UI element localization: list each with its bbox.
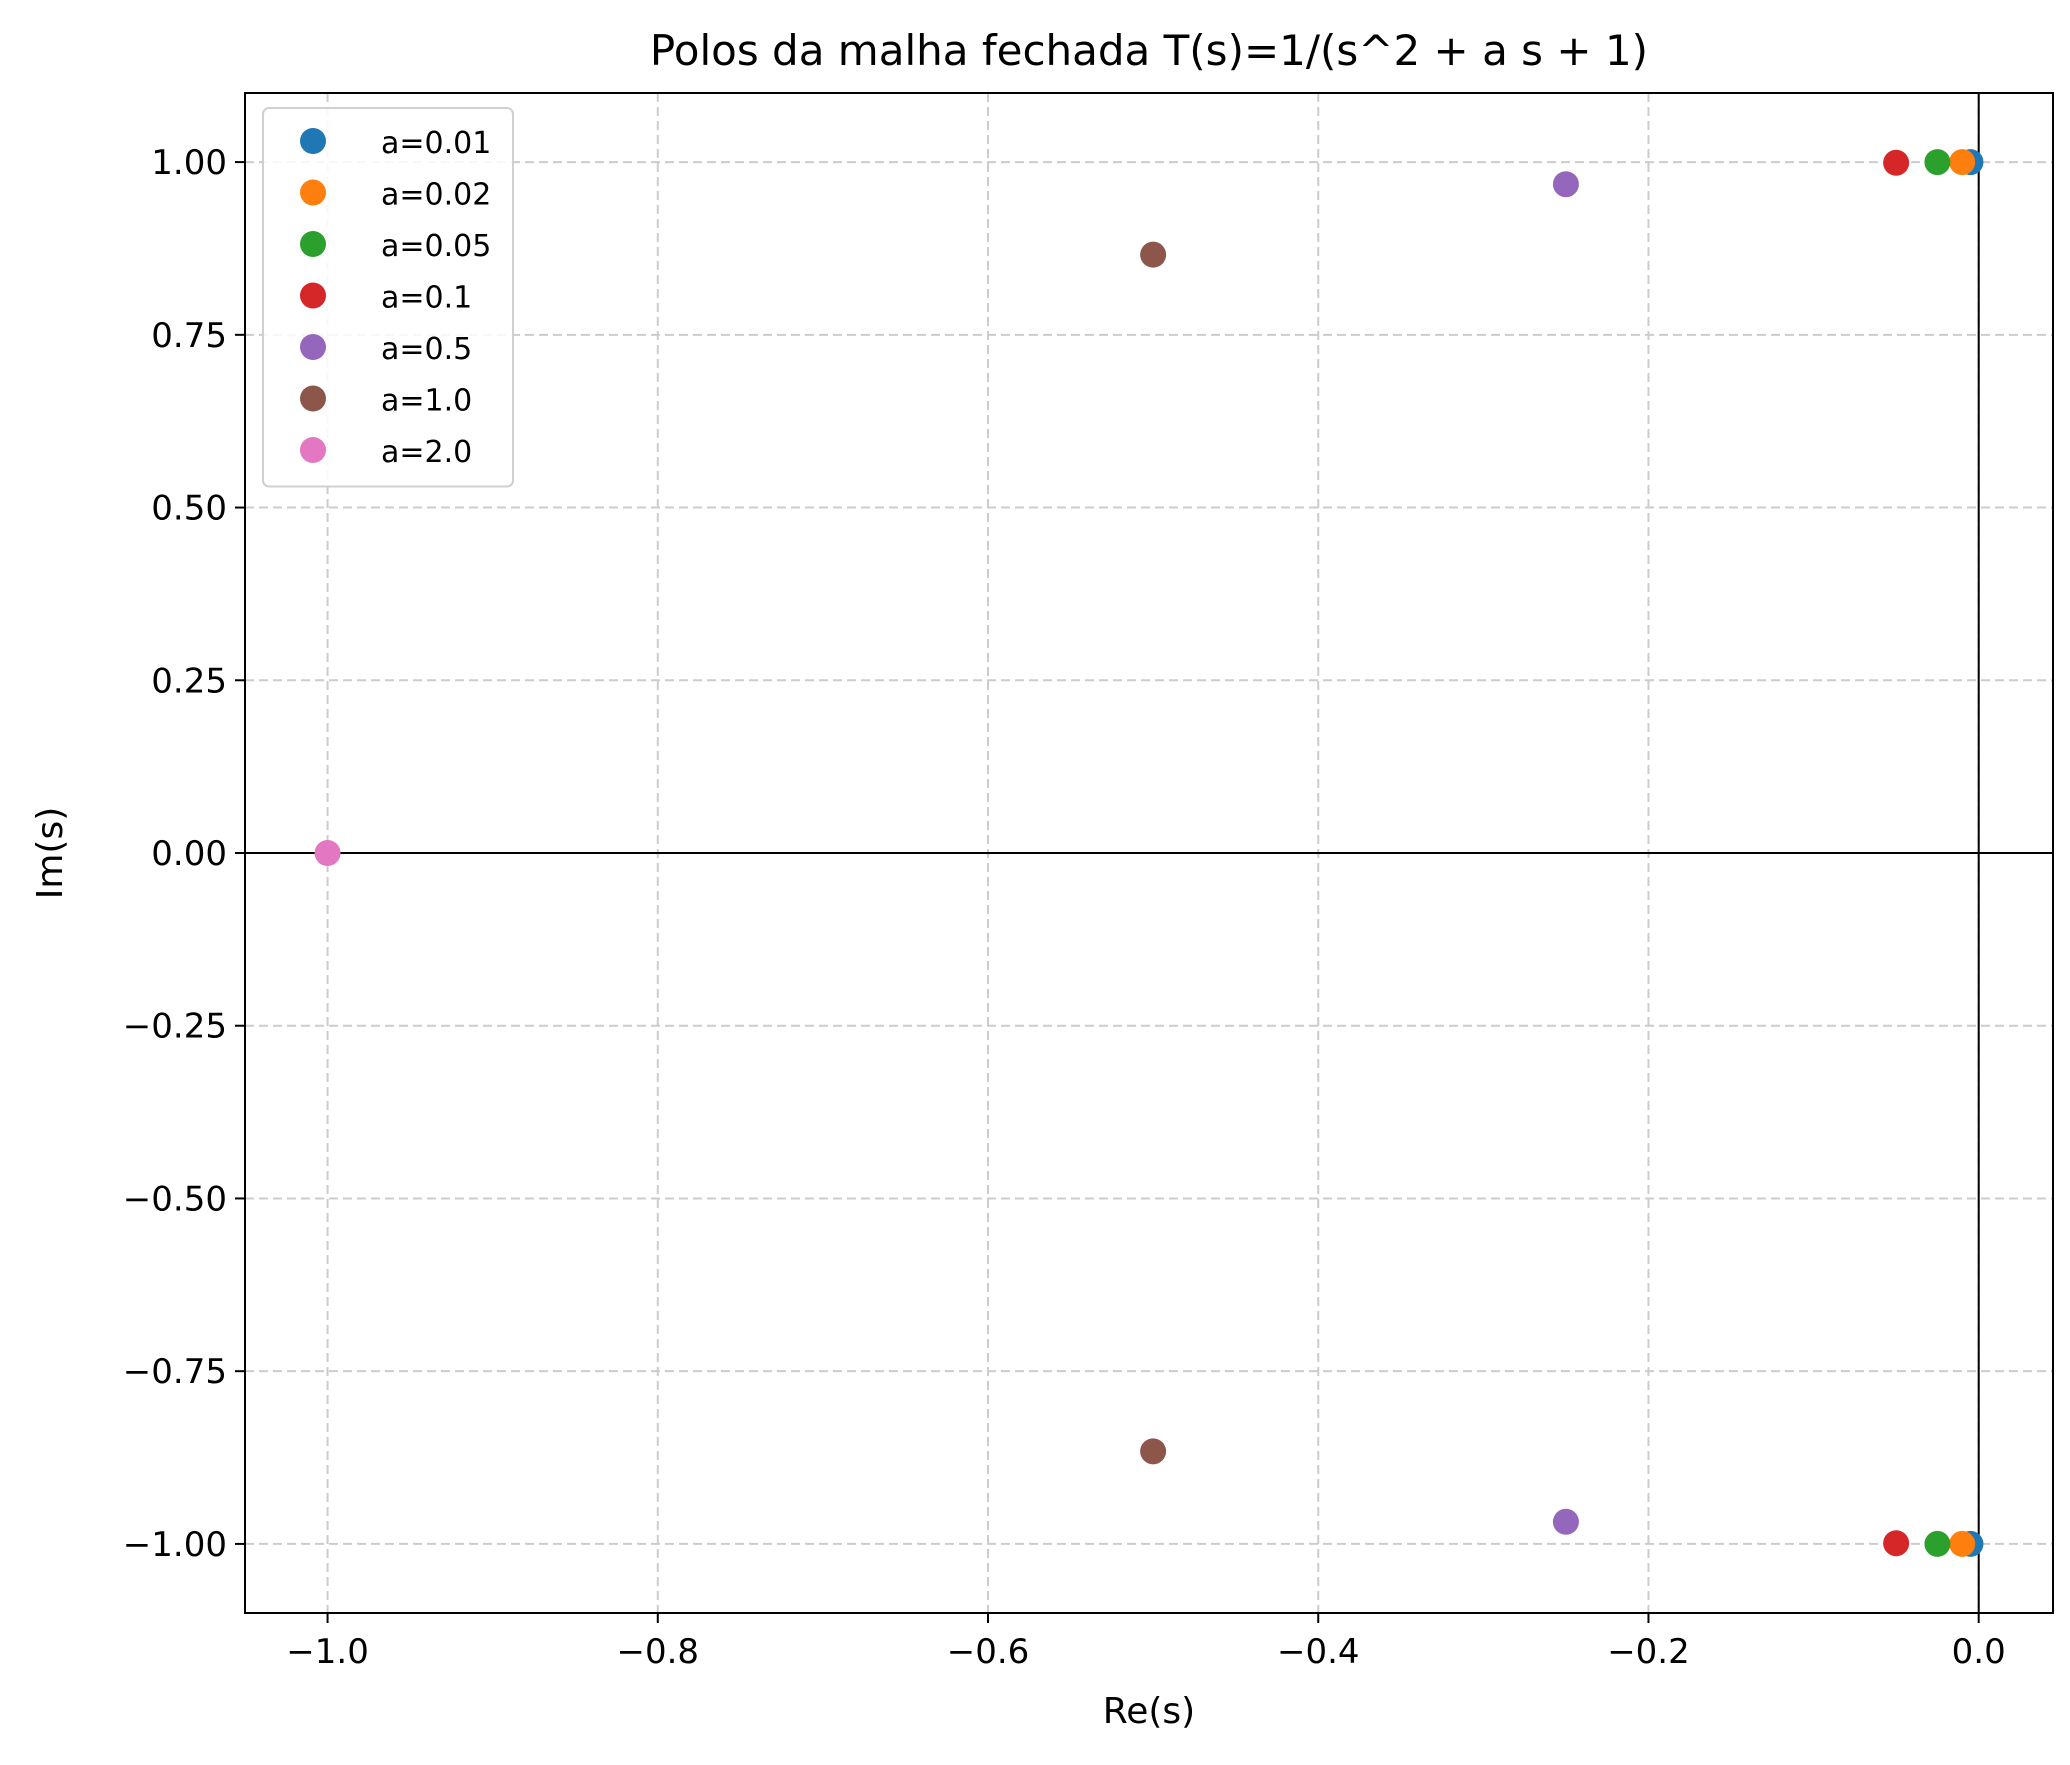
legend-marker xyxy=(300,437,326,463)
legend-entry-label: a=1.0 xyxy=(381,384,472,419)
y-tick-label: 0.25 xyxy=(151,661,227,701)
x-tick-label: −0.4 xyxy=(1277,1632,1360,1672)
x-axis-ticks: −1.0 −0.8 −0.6 −0.4 −0.2 0.0 xyxy=(286,1613,2006,1672)
y-tick-label: 0.50 xyxy=(151,489,227,529)
pole-point xyxy=(1883,149,1910,176)
pole-point xyxy=(1140,1438,1167,1465)
y-tick-label: −0.75 xyxy=(123,1352,227,1392)
pole-point xyxy=(1140,241,1167,268)
x-tick-label: −0.6 xyxy=(947,1632,1030,1672)
pole-point xyxy=(1924,149,1951,176)
pole-point xyxy=(1552,171,1579,198)
pole-point xyxy=(1949,1530,1976,1557)
legend-entry-label: a=0.1 xyxy=(381,281,472,316)
data-points xyxy=(314,149,1984,1557)
pole-point xyxy=(1552,1508,1579,1535)
y-tick-label: −0.50 xyxy=(123,1179,227,1219)
y-axis-label: Im(s) xyxy=(30,807,71,900)
chart-title: Polos da malha fechada T(s)=1/(s^2 + a s… xyxy=(650,26,1648,75)
y-tick-label: 1.00 xyxy=(151,143,227,183)
pole-point xyxy=(1924,1530,1951,1557)
y-axis-ticks: 1.00 0.75 0.50 0.25 0.00 −0.25 −0.50 −0.75 −1.00 xyxy=(123,143,245,1565)
pole-point xyxy=(1949,149,1976,176)
y-tick-label: 0.00 xyxy=(151,834,227,874)
legend-entry-label: a=0.5 xyxy=(381,332,472,367)
y-tick-label: −1.00 xyxy=(123,1525,227,1565)
x-tick-label: −0.2 xyxy=(1607,1632,1690,1672)
legend-marker xyxy=(300,179,326,206)
pole-point xyxy=(1883,1530,1910,1557)
reference-lines xyxy=(245,93,2053,1613)
y-tick-label: 0.75 xyxy=(151,316,227,356)
legend: a=0.01 a=0.02 a=0.05 a=0.1 a=0.5 a=1.0 a=2.0 xyxy=(262,107,514,488)
x-axis-label: Re(s) xyxy=(1103,1691,1195,1732)
legend-entry-label: a=0.01 xyxy=(381,126,491,161)
x-tick-label: −1.0 xyxy=(286,1632,369,1672)
legend-marker xyxy=(300,385,326,412)
legend-marker xyxy=(300,231,326,257)
y-tick-label: −0.25 xyxy=(123,1007,227,1047)
pole-point xyxy=(314,840,341,866)
legend-marker xyxy=(300,334,326,360)
legend-entry-label: a=2.0 xyxy=(381,435,472,470)
legend-marker xyxy=(300,282,326,309)
x-tick-label: 0.0 xyxy=(1952,1632,2006,1672)
legend-entry-label: a=0.02 xyxy=(381,178,491,213)
x-tick-label: −0.8 xyxy=(617,1632,700,1672)
legend-marker xyxy=(300,128,326,154)
legend-entry-label: a=0.05 xyxy=(381,229,491,264)
legend-box xyxy=(262,107,514,488)
